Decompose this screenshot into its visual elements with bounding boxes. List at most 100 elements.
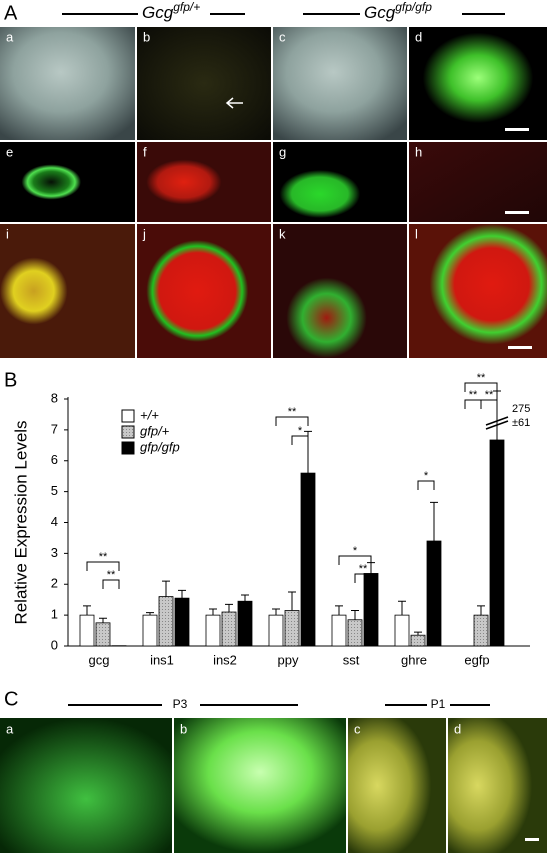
- micrograph: [0, 718, 172, 853]
- image-label: c: [354, 721, 361, 736]
- micrograph: [409, 142, 547, 222]
- significance-label: **: [99, 551, 108, 563]
- bar: [221, 611, 237, 647]
- micrograph: [0, 224, 135, 358]
- x-tick-label: egfp: [464, 652, 489, 667]
- micrograph: [273, 27, 407, 140]
- image-label: j: [142, 226, 146, 241]
- error-bar: [430, 501, 438, 542]
- image-label: a: [6, 29, 14, 44]
- y-tick-label: 3: [51, 545, 58, 560]
- bar: [142, 614, 158, 647]
- significance-label: **: [107, 569, 116, 581]
- bar: [331, 614, 347, 647]
- x-tick-label: sst: [343, 652, 360, 667]
- significance-label: *: [424, 470, 429, 482]
- y-tick-label: 0: [51, 637, 58, 652]
- age-text: P1: [431, 697, 446, 711]
- micrograph: [273, 142, 407, 222]
- scale-bar: [505, 211, 529, 214]
- error-bar: [477, 605, 485, 616]
- significance-label: **: [469, 389, 478, 401]
- significance-label: *: [298, 425, 303, 437]
- significance-bracket: [291, 435, 309, 445]
- arrow: [225, 97, 243, 109]
- significance-bracket: [86, 561, 120, 571]
- y-axis-label: Relative Expression Levels: [11, 420, 30, 624]
- age-text: P3: [173, 697, 188, 711]
- y-tick-label: 5: [51, 483, 58, 498]
- legend-swatch: [121, 425, 135, 439]
- error-bar: [351, 609, 359, 620]
- significance-bracket: [480, 399, 498, 409]
- header-text: Gcggfp/gfp: [364, 0, 432, 22]
- error-label: ±61: [512, 417, 530, 429]
- bar: [363, 573, 379, 647]
- scale-bar: [525, 838, 539, 841]
- micrograph: [448, 718, 547, 853]
- legend-swatch: [121, 409, 135, 423]
- bar: [489, 439, 505, 647]
- significance-bracket: [102, 579, 120, 589]
- age-header: P3 P1: [68, 697, 490, 711]
- image-label: b: [143, 29, 150, 44]
- error-bar: [99, 617, 107, 623]
- bar: [95, 622, 111, 647]
- bar: [300, 472, 316, 647]
- image-label: i: [6, 226, 9, 241]
- legend-label: gfp/+: [140, 423, 170, 438]
- bar: [410, 634, 426, 647]
- scale-bar: [505, 128, 529, 131]
- error-bar: [414, 631, 422, 636]
- image-label: g: [279, 144, 286, 159]
- x-tick-label: ghre: [401, 652, 427, 667]
- bar: [79, 614, 95, 647]
- significance-bracket: [338, 555, 372, 565]
- bar: [284, 610, 300, 647]
- image-label: k: [279, 226, 286, 241]
- image-label: d: [415, 29, 422, 44]
- y-tick-label: 8: [51, 390, 58, 405]
- panel-label: A: [4, 2, 18, 24]
- bar: [174, 597, 190, 647]
- legend-swatch: [121, 441, 135, 455]
- micrograph: [0, 27, 135, 140]
- y-tick-label: 4: [51, 514, 58, 529]
- image-label: a: [6, 721, 14, 736]
- significance-bracket: [417, 480, 435, 490]
- image-label: h: [415, 144, 422, 159]
- legend-label: +/+: [140, 407, 159, 422]
- legend-label: gfp/gfp: [140, 439, 180, 454]
- panel-label: C: [4, 688, 18, 710]
- genotype-header: Gcggfp/+ Gcggfp/gfp: [62, 0, 505, 22]
- scale-bar: [508, 346, 532, 349]
- axis-break: [485, 416, 509, 430]
- error-bar: [225, 603, 233, 613]
- x-tick-label: ins1: [150, 652, 174, 667]
- micrograph: [273, 224, 407, 358]
- significance-label: *: [353, 545, 358, 557]
- value-label: 275: [512, 403, 530, 415]
- bar: [473, 614, 489, 647]
- error-bar: [209, 608, 217, 616]
- error-bar: [241, 594, 249, 602]
- bar: [205, 614, 221, 647]
- bar: [237, 600, 253, 647]
- significance-label: **: [288, 406, 297, 418]
- image-label: f: [143, 144, 147, 159]
- significance-label: **: [477, 372, 486, 384]
- error-bar: [335, 605, 343, 616]
- error-bar: [288, 591, 296, 611]
- error-bar: [162, 580, 170, 597]
- micrograph: [174, 718, 346, 853]
- micrograph: [409, 224, 547, 358]
- x-tick-label: ins2: [213, 652, 237, 667]
- x-tick-label: gcg: [89, 652, 110, 667]
- bar: [158, 596, 174, 647]
- error-bar: [272, 608, 280, 616]
- significance-bracket: [464, 382, 498, 392]
- significance-label: **: [359, 563, 368, 575]
- y-tick-label: 7: [51, 421, 58, 436]
- panel-label: B: [4, 369, 17, 391]
